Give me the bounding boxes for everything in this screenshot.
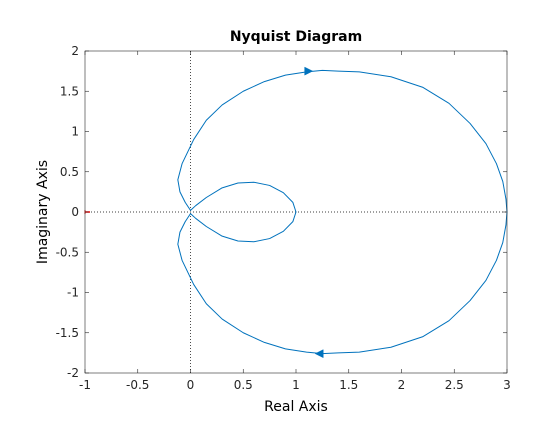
- direction-arrow-1: [304, 66, 314, 76]
- y-tick-label: -0.5: [56, 245, 79, 259]
- y-tick-label: 2: [71, 44, 79, 58]
- plot-layer: [84, 50, 508, 374]
- direction-arrow-2: [314, 349, 324, 359]
- x-tick-label: 1.5: [339, 378, 358, 392]
- nyquist-curve: [177, 69, 508, 355]
- x-tick-label: 2: [398, 378, 406, 392]
- x-tick-label: 3: [503, 378, 511, 392]
- x-tick-label: 1: [292, 378, 300, 392]
- x-tick-label: 2.5: [445, 378, 464, 392]
- y-tick-label: -1: [67, 286, 79, 300]
- y-axis-title: Imaginary Axis: [35, 160, 51, 264]
- y-tick-label: -2: [67, 366, 79, 380]
- x-tick-label: -1: [79, 378, 91, 392]
- x-tick-label: 0.5: [234, 378, 253, 392]
- y-tick-label: 0: [71, 205, 79, 219]
- x-axis-title: Real Axis: [264, 399, 328, 415]
- labels-layer: Nyquist Diagram Real Axis Imaginary Axis: [35, 29, 362, 415]
- x-tick-label: -0.5: [126, 378, 149, 392]
- y-tick-label: 0.5: [60, 165, 79, 179]
- y-tick-label: 1: [71, 125, 79, 139]
- ticks-layer: -1 -0.5 0 0.5 1 1.5 2 2.5 3 -2 -1.5 -1 -0.5 0 0.5 1 1.5 2: [56, 44, 511, 392]
- x-tick-label: 0: [187, 378, 195, 392]
- y-tick-label: -1.5: [56, 326, 79, 340]
- y-tick-label: 1.5: [60, 84, 79, 98]
- chart-title: Nyquist Diagram: [230, 29, 362, 45]
